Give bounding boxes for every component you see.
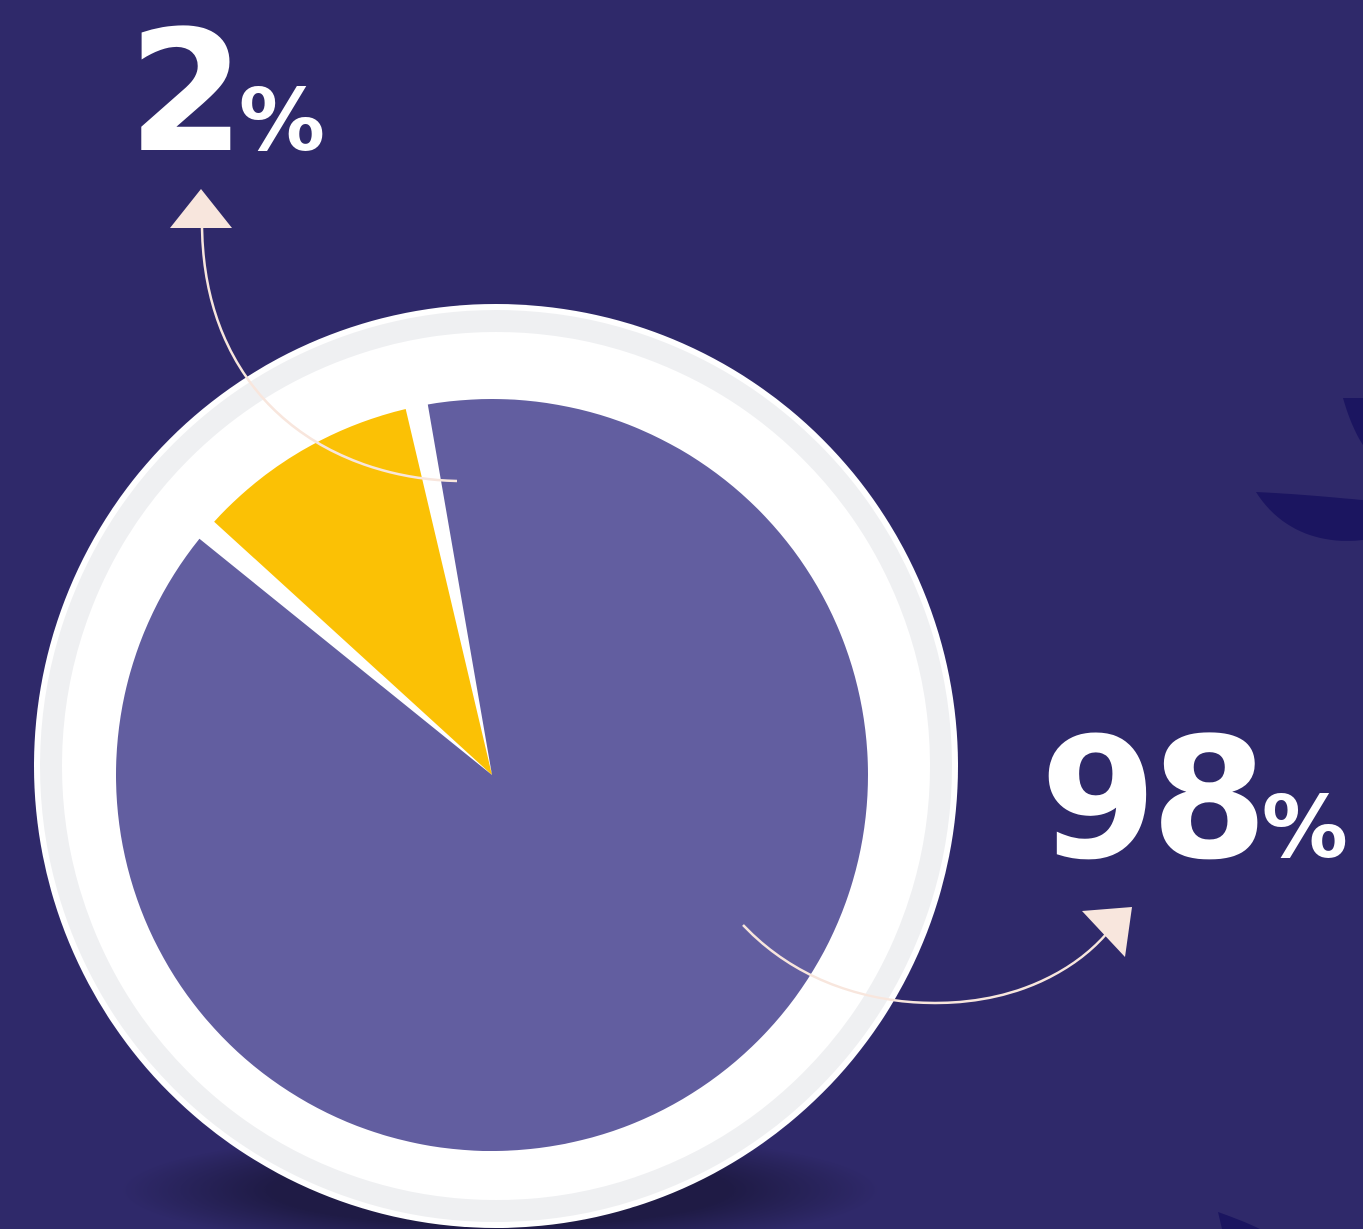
label-large-slice-suffix: % <box>1262 778 1348 878</box>
arrow-line-small-slice <box>200 227 458 483</box>
label-small-slice: 2% <box>128 0 325 190</box>
leaf-decoration-middle <box>1256 492 1363 541</box>
arrow-head-small-slice <box>170 189 232 228</box>
label-small-slice-suffix: % <box>239 71 325 171</box>
ring-inner-shade <box>40 310 952 1222</box>
slice-minor <box>214 409 493 775</box>
leaf-decoration-top <box>1343 398 1363 445</box>
arrow-line-large-slice <box>742 924 1109 1005</box>
label-large-slice: 98% <box>1040 701 1348 897</box>
arrow-head-large-slice <box>1082 907 1132 957</box>
label-large-slice-number: 98 <box>1040 701 1262 897</box>
label-small-slice-number: 2 <box>128 0 239 190</box>
pie-slices <box>115 398 868 1151</box>
leaf-decoration-bottom <box>1218 1212 1260 1229</box>
slice-major <box>115 398 868 1151</box>
